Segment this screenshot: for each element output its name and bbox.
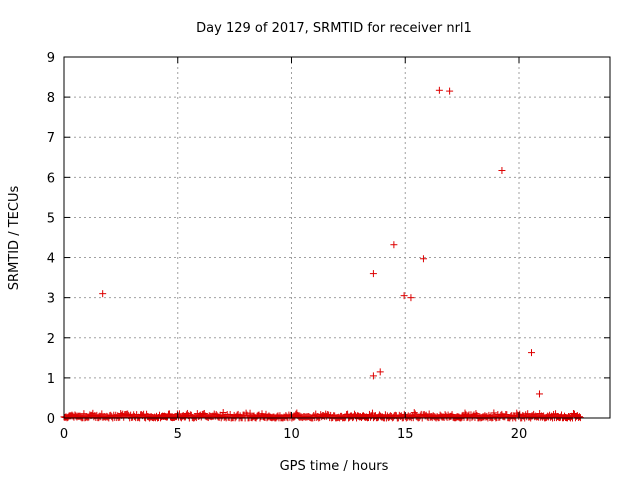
plot-frame [63,56,611,419]
y-axis-label: SRMTID / TECUs [7,186,22,291]
data-point [369,372,377,380]
baseline-point [410,409,418,417]
data-point [390,241,398,249]
y-tick-label: 8 [47,91,55,106]
y-tick-label: 7 [47,131,55,146]
data-point [99,290,107,298]
data-point [369,270,377,278]
baseline-point [246,409,254,417]
y-tick-label: 9 [47,51,55,66]
baseline-point [351,410,359,418]
y-tick-label: 3 [47,292,55,307]
data-point [419,255,427,263]
ticks [63,56,610,419]
data-point [376,368,384,376]
baseline-point [219,409,227,417]
chart-title: Day 129 of 2017, SRMTID for receiver nrl… [196,21,472,36]
grid [64,57,610,418]
y-tick-label: 4 [47,252,55,267]
x-tick-label: 0 [60,427,68,442]
baseline-point [80,410,88,418]
baseline-point [165,410,173,418]
x-tick-label: 15 [397,427,414,442]
x-axis-label: GPS time / hours [280,459,389,474]
y-tick-label: 5 [47,211,55,226]
data-point [498,167,506,175]
data-points [99,86,543,398]
data-point [400,292,408,300]
x-tick-label: 20 [511,427,528,442]
tick-labels: 0 5 10 15 20 0 1 2 3 4 5 6 7 8 9 [47,51,528,442]
baseline-point [575,413,583,421]
baseline-point [516,410,524,418]
baseline-point [461,409,469,417]
baseline-point [124,410,132,418]
y-tick-label: 0 [47,412,55,427]
data-point [535,390,543,398]
data-point [435,86,443,94]
y-tick-label: 2 [47,332,55,347]
baseline-band [60,409,584,422]
data-point [446,87,454,95]
data-point [528,349,536,357]
x-tick-label: 5 [174,427,182,442]
data-point [407,294,415,302]
y-tick-label: 1 [47,372,55,387]
x-tick-label: 10 [283,427,300,442]
y-tick-label: 6 [47,171,55,186]
baseline-point [490,409,498,417]
